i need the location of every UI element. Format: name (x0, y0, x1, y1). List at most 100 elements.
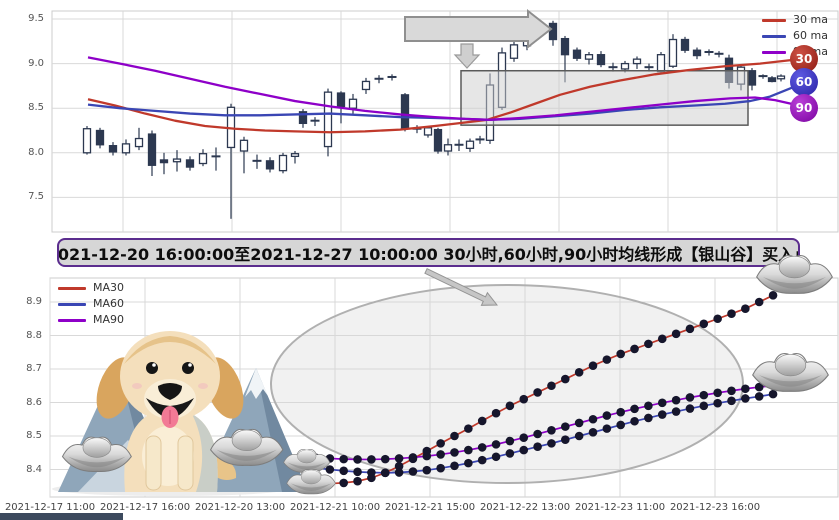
data-point (436, 450, 445, 459)
data-point (533, 442, 542, 452)
data-point (685, 324, 695, 334)
data-point (519, 433, 529, 442)
data-point (685, 404, 695, 413)
data-point (630, 416, 639, 426)
candlestick (159, 159, 169, 164)
data-point (644, 339, 653, 349)
y-tick-label: 9.0 (28, 57, 44, 69)
data-point (491, 452, 501, 462)
candlestick (298, 111, 308, 125)
data-point (574, 431, 584, 441)
data-point (561, 374, 570, 384)
data-point (311, 453, 321, 463)
candlestick (226, 106, 236, 149)
data-point (574, 418, 584, 428)
data-point (353, 455, 362, 464)
data-point (477, 443, 487, 452)
data-point (616, 407, 625, 417)
golden-retriever-illustration (96, 331, 244, 492)
pattern-highlight-ellipse (270, 284, 744, 484)
data-point (422, 446, 432, 456)
candlestick (620, 62, 630, 70)
data-point (533, 429, 542, 439)
data-point (741, 304, 750, 314)
ma-line (315, 294, 774, 485)
candlestick (423, 127, 433, 136)
x-tick-label: 2021-12-20 13:00 (194, 502, 286, 513)
data-point (519, 394, 529, 404)
candlestick (323, 91, 333, 148)
legend-label: MA90 (93, 313, 125, 326)
candlestick (134, 137, 144, 148)
data-point (450, 431, 459, 441)
x-tick-label: 2021-12-23 11:00 (574, 502, 666, 513)
data-point (505, 449, 515, 458)
candlestick (736, 66, 746, 85)
candlestick (82, 128, 92, 154)
legend-item: 90 ma (762, 44, 828, 60)
candlestick (95, 129, 105, 146)
y-tick-label: 8.7 (26, 363, 42, 374)
ma-line (315, 393, 774, 474)
data-point (561, 435, 570, 444)
data-point (561, 422, 570, 431)
silver-ingot-icon (286, 469, 336, 495)
legend-label: 30 ma (793, 13, 828, 26)
data-point (630, 344, 639, 354)
down-arrow (453, 43, 481, 69)
data-point (602, 411, 612, 420)
data-point (394, 461, 404, 471)
x-tick-label: 2021-12-21 10:00 (289, 502, 381, 513)
data-point (339, 454, 349, 464)
data-point (491, 440, 501, 449)
data-point (754, 297, 764, 307)
data-point (505, 436, 515, 446)
data-point (533, 388, 542, 397)
data-point (325, 465, 335, 474)
candlestick (668, 38, 678, 67)
candlestick (348, 98, 358, 109)
data-point (325, 454, 335, 463)
candlestick (485, 84, 495, 141)
data-point (325, 479, 335, 488)
y-tick-label: 8.4 (26, 463, 42, 475)
data-point (602, 355, 612, 364)
data-point (464, 445, 473, 455)
candlestick (584, 54, 594, 60)
data-point (727, 386, 736, 396)
candlestick (656, 54, 666, 73)
data-point (713, 314, 722, 324)
data-point (699, 401, 709, 411)
buy-point-callout-label: 【银山谷】买入点 (411, 21, 525, 37)
data-point (574, 368, 584, 377)
ma-badge: 90 (790, 94, 818, 122)
silver-ingot-icon (752, 353, 829, 392)
data-point (311, 463, 321, 473)
legend-item: MA90 (58, 312, 124, 328)
data-point (657, 410, 667, 419)
data-point (588, 361, 598, 370)
data-point (505, 401, 515, 411)
candlestick (185, 159, 195, 168)
candlestick (147, 133, 157, 166)
legend-swatch (762, 50, 786, 54)
data-point (768, 389, 778, 399)
snow-mountain-illustration (52, 362, 308, 496)
legend-item: 30 ma (762, 12, 828, 28)
data-point (464, 424, 473, 433)
legend-swatch (762, 34, 786, 38)
silver-ingot-icon (210, 428, 284, 466)
ma-line (87, 56, 796, 121)
legend-item: 60 ma (762, 28, 828, 44)
data-point (644, 413, 653, 423)
data-point (367, 468, 376, 477)
y-tick-label: 8.8 (26, 329, 42, 341)
candlestick (239, 139, 249, 152)
data-point (741, 394, 750, 403)
data-point (713, 388, 722, 398)
data-point (408, 467, 418, 476)
candlestick (767, 77, 777, 83)
data-point (754, 382, 764, 392)
candlestick (776, 75, 786, 80)
